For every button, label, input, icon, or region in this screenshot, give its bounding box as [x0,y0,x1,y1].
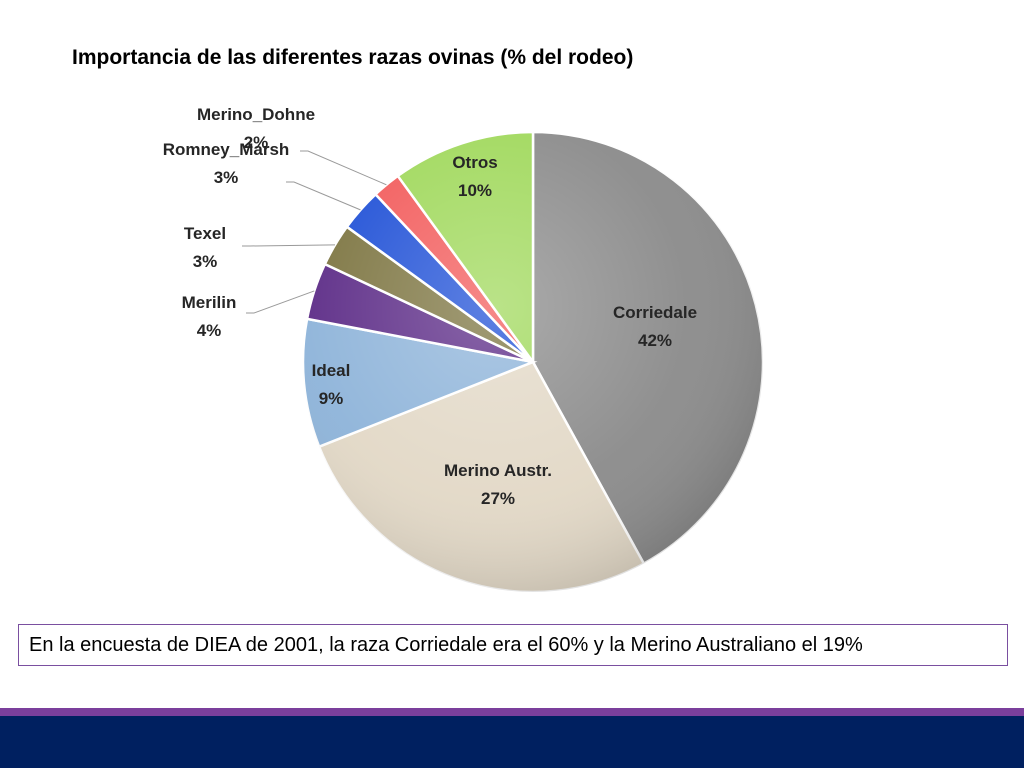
slice-label-ideal: Ideal [312,361,351,380]
slice-value-merino-austr: 27% [481,489,515,508]
slice-label-otros: Otros [452,153,497,172]
footer-band [0,716,1024,768]
leader-line-merilin [246,290,315,314]
footnote-box: En la encuesta de DIEA de 2001, la raza … [18,624,1008,666]
slice-value-merilin: 4% [197,321,222,340]
leader-line-romney-marsh [286,181,361,211]
slice-label-merilin: Merilin [182,293,237,312]
slice-value-corriedale: 42% [638,331,672,350]
pie-chart: Corriedale 42% Merino Austr. 27% Ideal 9% Meri… [163,105,765,594]
slice-label-romney-marsh: Romney_Marsh [163,140,290,159]
slice-label-merino-dohne: Merino_Dohne [197,105,315,124]
leader-line-texel [242,244,336,247]
footer-accent-band [0,708,1024,716]
slice-value-texel: 3% [193,252,218,271]
slice-value-merino-dohne: 2% [244,133,269,152]
slice-value-ideal: 9% [319,389,344,408]
slice-label-corriedale: Corriedale [613,303,697,322]
chart-title: Importancia de las diferentes razas ovin… [72,46,634,69]
slice-label-texel: Texel [184,224,226,243]
leader-line-merino-dohne [300,150,387,186]
slice-value-otros: 10% [458,181,492,200]
footnote-text: En la encuesta de DIEA de 2001, la raza … [29,634,863,656]
slice-value-romney-marsh: 3% [214,168,239,187]
slice-label-merino-austr: Merino Austr. [444,461,552,480]
